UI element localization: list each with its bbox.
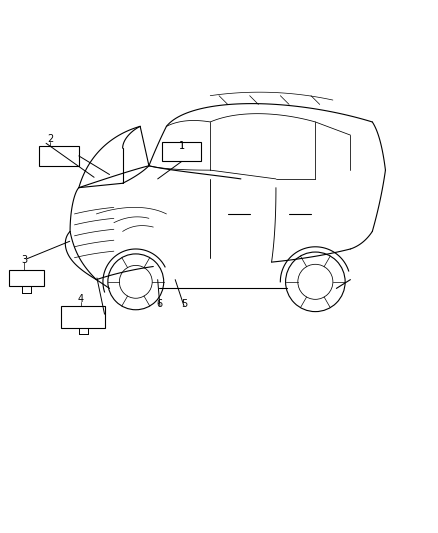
Text: 1: 1 [179, 141, 185, 151]
Text: 6: 6 [157, 298, 163, 309]
Text: 4: 4 [78, 294, 84, 304]
Bar [9, 270, 44, 286]
Text: 2: 2 [47, 134, 53, 144]
Text: 5: 5 [181, 298, 187, 309]
Bar [39, 146, 79, 166]
Bar [162, 142, 201, 161]
Bar [61, 306, 105, 328]
Text: 3: 3 [21, 255, 27, 265]
